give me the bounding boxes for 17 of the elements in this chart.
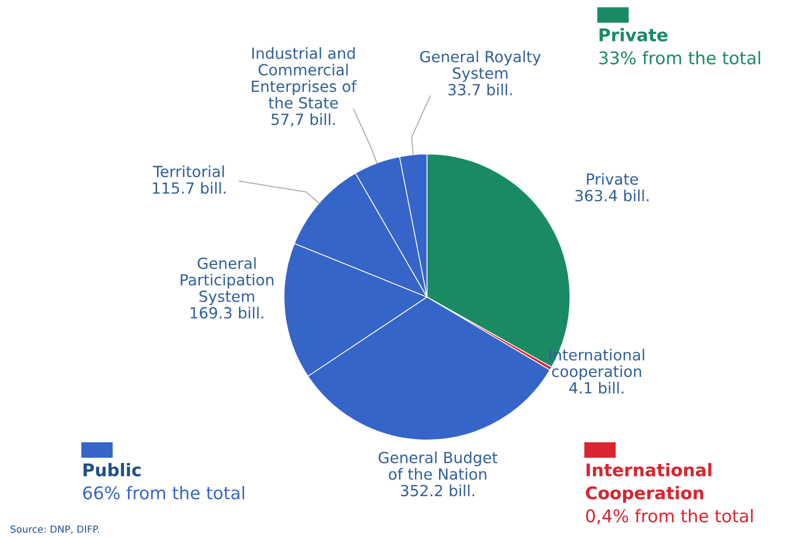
- data-label: 169.3 bill.: [190, 306, 264, 319]
- data-label: 363.4 bill.: [575, 190, 648, 202]
- slice-label: General Royalty System: [420, 50, 541, 82]
- slice-label: Territorial: [153, 165, 224, 178]
- text: Private 33% from the total: [599, 28, 760, 64]
- slice-label: General Budget of the Nation: [378, 452, 498, 480]
- data-label: 57,7 bill.: [272, 113, 335, 127]
- slice-label: Industrial and Commercial Enterprises of the State: [252, 47, 357, 109]
- slice-label: General Participation System: [180, 257, 274, 306]
- data-label: 33.7 bill.: [448, 84, 512, 96]
- source-note: Source: DNP, DIFP.: [10, 525, 99, 534]
- text: Public 66% from the total: [83, 463, 244, 500]
- data-label: 352.2 bill.: [401, 484, 474, 496]
- data-label: 4.1 bill.: [569, 382, 624, 394]
- data-label: 115.7 bill.: [152, 182, 226, 194]
- text: International Cooperation 0,4% from the total: [586, 463, 753, 524]
- slice-label: Private: [587, 173, 638, 185]
